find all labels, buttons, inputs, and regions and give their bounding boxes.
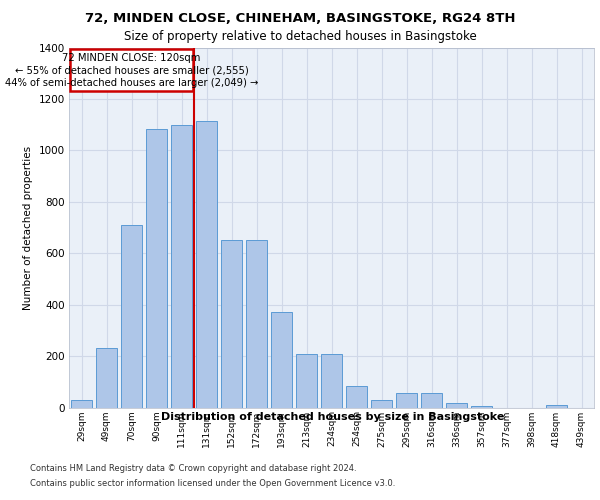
Bar bbox=[396, 394, 417, 407]
Bar bbox=[271, 312, 292, 408]
Bar bbox=[246, 240, 267, 408]
Text: Distribution of detached houses by size in Basingstoke: Distribution of detached houses by size … bbox=[161, 412, 505, 422]
Bar bbox=[446, 403, 467, 407]
Bar bbox=[371, 400, 392, 407]
Text: Size of property relative to detached houses in Basingstoke: Size of property relative to detached ho… bbox=[124, 30, 476, 43]
Bar bbox=[196, 121, 217, 408]
Text: Contains HM Land Registry data © Crown copyright and database right 2024.: Contains HM Land Registry data © Crown c… bbox=[30, 464, 356, 473]
Bar bbox=[96, 348, 117, 408]
Bar bbox=[296, 354, 317, 408]
Text: 72, MINDEN CLOSE, CHINEHAM, BASINGSTOKE, RG24 8TH: 72, MINDEN CLOSE, CHINEHAM, BASINGSTOKE,… bbox=[85, 12, 515, 26]
Y-axis label: Number of detached properties: Number of detached properties bbox=[23, 146, 33, 310]
Bar bbox=[421, 394, 442, 407]
Text: Contains public sector information licensed under the Open Government Licence v3: Contains public sector information licen… bbox=[30, 479, 395, 488]
Bar bbox=[146, 128, 167, 407]
Bar bbox=[546, 405, 567, 407]
Bar bbox=[321, 354, 342, 408]
Text: 72 MINDEN CLOSE: 120sqm: 72 MINDEN CLOSE: 120sqm bbox=[62, 53, 200, 63]
Bar bbox=[171, 124, 192, 408]
Bar bbox=[346, 386, 367, 407]
Bar bbox=[71, 400, 92, 407]
Bar bbox=[221, 240, 242, 408]
Bar bbox=[121, 225, 142, 408]
FancyBboxPatch shape bbox=[70, 49, 193, 91]
Text: ← 55% of detached houses are smaller (2,555): ← 55% of detached houses are smaller (2,… bbox=[14, 66, 248, 76]
Text: 44% of semi-detached houses are larger (2,049) →: 44% of semi-detached houses are larger (… bbox=[5, 78, 258, 88]
Bar bbox=[471, 406, 492, 407]
